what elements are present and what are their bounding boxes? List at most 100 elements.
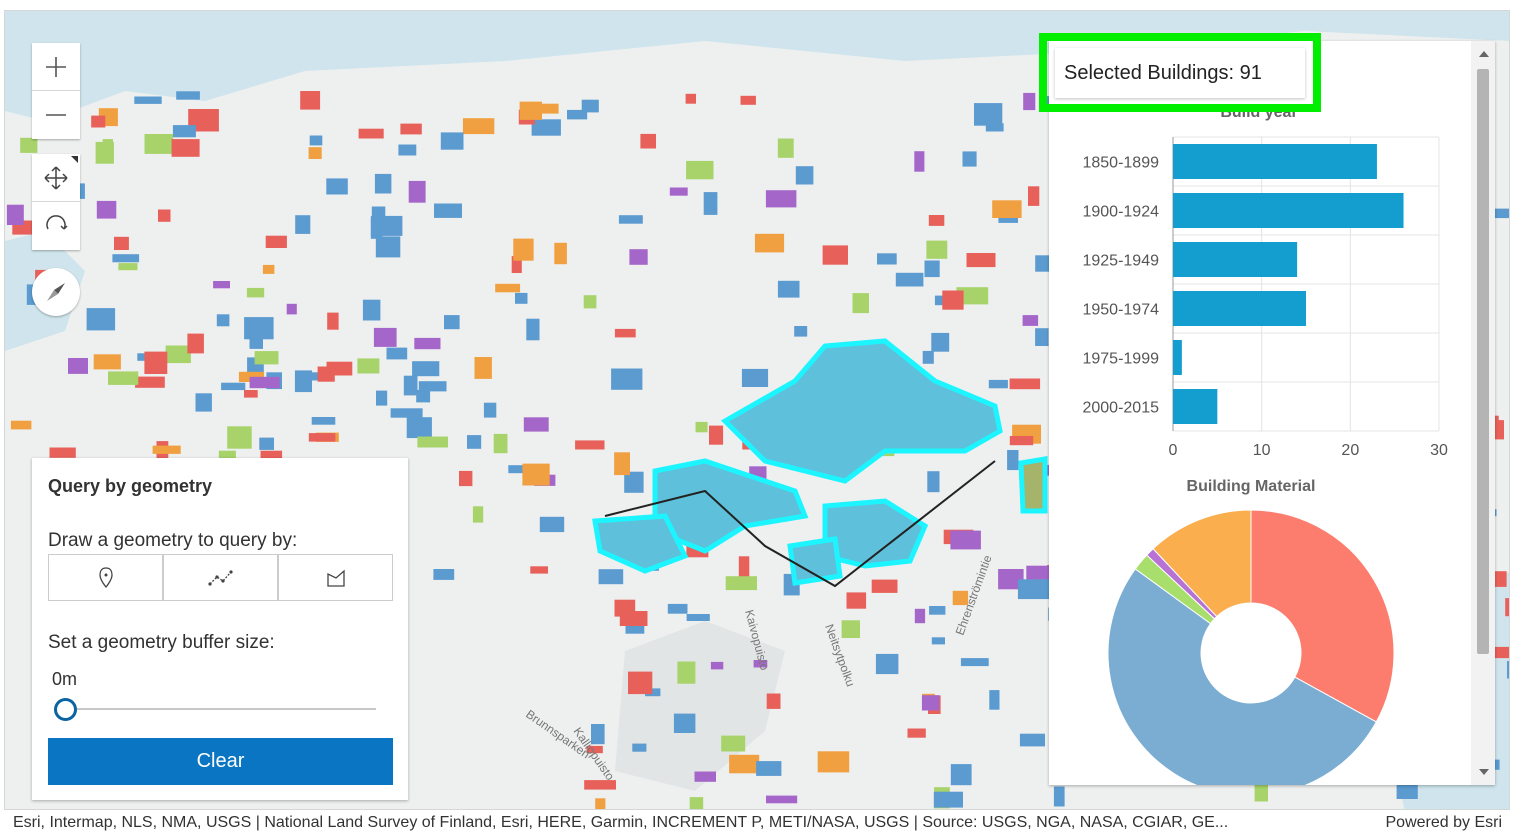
building — [249, 376, 280, 389]
tick-label: 30 — [1430, 442, 1448, 459]
building — [921, 695, 940, 711]
building — [152, 445, 181, 454]
building — [1019, 733, 1045, 747]
building — [985, 123, 1004, 132]
building — [1043, 96, 1054, 107]
building — [400, 123, 422, 135]
buffer-slider-track[interactable] — [62, 708, 376, 710]
building — [1482, 646, 1509, 659]
building — [416, 389, 431, 403]
building — [629, 249, 648, 265]
panel-title: Query by geometry — [48, 476, 213, 496]
point-tool-button[interactable] — [49, 555, 164, 600]
pan-arrows-icon — [44, 166, 68, 190]
building — [519, 101, 542, 120]
selected-buildings-count: Selected Buildings: 91 — [1055, 48, 1305, 98]
pan-button[interactable] — [32, 154, 80, 202]
bar-1950-1974 — [1173, 291, 1306, 326]
building — [756, 761, 782, 776]
building — [326, 361, 353, 376]
selected-buildings[interactable] — [592, 338, 1048, 588]
building — [1028, 186, 1040, 206]
building — [260, 450, 283, 461]
building — [686, 614, 710, 621]
building — [444, 315, 460, 330]
building — [765, 190, 797, 208]
building — [795, 166, 814, 185]
building — [926, 240, 948, 259]
building — [846, 592, 867, 609]
compass-button[interactable] — [32, 268, 80, 316]
building — [135, 376, 165, 388]
building — [929, 606, 946, 615]
building — [172, 125, 196, 138]
polygon-tool-button[interactable] — [279, 555, 392, 600]
building — [376, 390, 388, 406]
building — [618, 215, 643, 224]
compass-icon — [47, 283, 65, 301]
building — [907, 728, 926, 738]
building — [158, 209, 171, 222]
zoom-in-button[interactable] — [32, 43, 80, 91]
building — [1022, 315, 1039, 326]
panel-scrollbar[interactable] — [1471, 41, 1495, 785]
building — [417, 436, 448, 448]
polyline-tool-button[interactable] — [164, 555, 279, 600]
pie-slice-4 — [1152, 509, 1252, 618]
building — [171, 139, 200, 157]
building — [1009, 378, 1041, 390]
building — [165, 345, 191, 364]
scroll-down-arrow[interactable] — [1479, 769, 1489, 775]
corner-indicator — [71, 156, 78, 163]
draw-geometry-label: Draw a geometry to query by: — [48, 530, 298, 551]
building — [645, 688, 661, 697]
scroll-thumb[interactable] — [1477, 69, 1489, 654]
building — [640, 133, 656, 149]
pie-slice-1 — [1107, 568, 1377, 785]
building — [877, 253, 897, 265]
building — [1009, 436, 1034, 446]
powered-by-link[interactable]: Powered by Esri — [1385, 814, 1503, 831]
building — [581, 99, 599, 113]
building — [575, 440, 605, 450]
building — [531, 119, 561, 136]
building — [950, 764, 972, 786]
building — [584, 780, 616, 790]
polyline-icon — [207, 569, 233, 586]
buffer-slider-thumb[interactable] — [54, 698, 77, 721]
building — [327, 312, 339, 330]
building — [412, 361, 440, 377]
building — [725, 576, 757, 591]
building — [495, 283, 521, 293]
building — [741, 368, 769, 387]
draw-tools — [48, 554, 393, 601]
map-view[interactable]: Ehrenströmintie Kalliopuisto Brunnsparke… — [4, 10, 1510, 810]
building — [10, 420, 32, 430]
building — [244, 390, 258, 398]
building — [962, 151, 977, 167]
building — [586, 745, 603, 754]
building — [526, 318, 540, 341]
building — [472, 506, 484, 523]
building — [227, 426, 252, 449]
clear-button[interactable]: Clear — [48, 738, 393, 785]
building — [591, 724, 605, 745]
building — [1507, 661, 1509, 679]
building — [93, 354, 121, 370]
rotate-button[interactable] — [32, 202, 80, 250]
building — [619, 611, 648, 626]
scroll-up-arrow[interactable] — [1479, 51, 1489, 57]
building — [875, 653, 899, 675]
zoom-out-button[interactable] — [32, 91, 80, 139]
building — [721, 735, 746, 752]
building — [144, 134, 174, 154]
building — [511, 256, 522, 273]
building — [952, 590, 969, 606]
building — [176, 91, 200, 100]
building — [766, 693, 781, 709]
building — [216, 314, 230, 327]
building-material-chart: Building Material — [1107, 478, 1395, 785]
building — [114, 236, 129, 250]
building — [539, 516, 565, 533]
building — [375, 236, 401, 258]
